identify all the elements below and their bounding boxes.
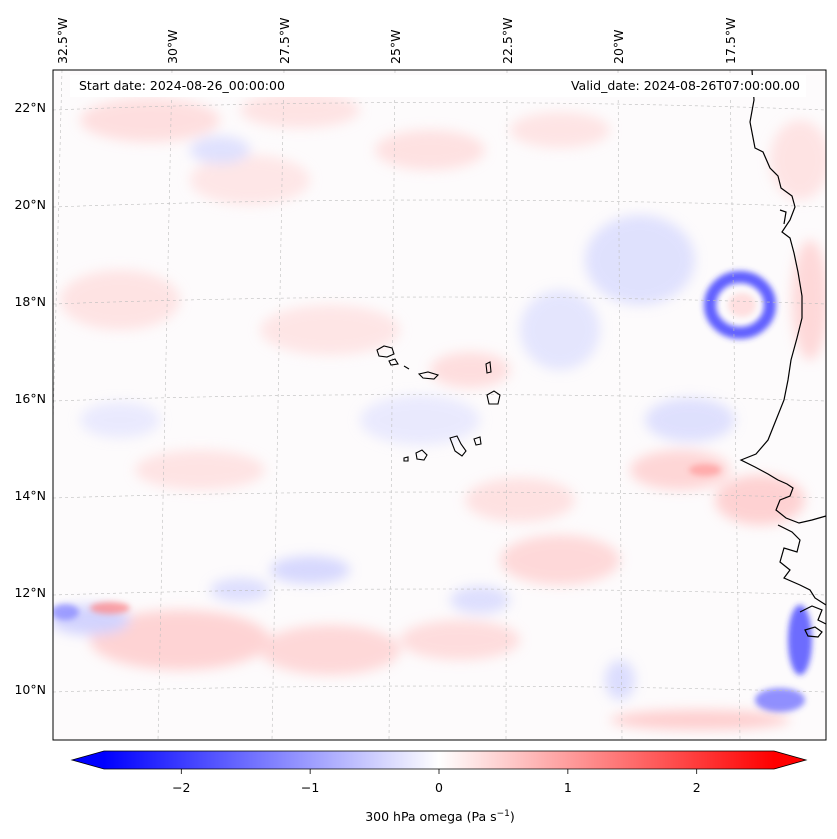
african-coastline xyxy=(739,69,827,638)
colorbar-extend-low xyxy=(72,751,104,769)
lat-tick-label: 22°N xyxy=(14,100,46,115)
colorbar-tick-label: −1 xyxy=(301,780,319,795)
lon-tick-labels: 32.5°W 30°W 27.5°W 25°W 22.5°W 20°W 17.5… xyxy=(55,18,738,64)
colorbar: −2 −1 0 1 2 300 hPa omega (Pa s−1) xyxy=(70,750,808,824)
lat-tick-label: 20°N xyxy=(14,197,46,212)
colorbar-tick-label: 1 xyxy=(564,780,572,795)
map-frame xyxy=(52,69,827,741)
colorbar-extend-high xyxy=(774,751,806,769)
lat-tick-label: 12°N xyxy=(14,585,46,600)
colorbar-tick-label: −2 xyxy=(172,780,190,795)
lat-tick-label: 16°N xyxy=(14,391,46,406)
colorbar-label: 300 hPa omega (Pa s−1) xyxy=(365,809,515,824)
gridlines xyxy=(53,70,826,740)
colorbar-outline xyxy=(70,750,808,770)
start-date-label: Start date: 2024-08-26_00:00:00 xyxy=(79,78,285,93)
colorbar-tick-label: 0 xyxy=(435,780,443,795)
cape-verde-islands xyxy=(376,345,501,462)
colorbar-tick-label: 2 xyxy=(693,780,701,795)
valid-date-label: Valid_date: 2024-08-26T07:00:00.00 xyxy=(571,78,800,93)
lat-tick-label: 14°N xyxy=(14,488,46,503)
lat-tick-label: 10°N xyxy=(14,682,46,697)
colorbar-gradient xyxy=(104,751,774,769)
lat-tick-label: 18°N xyxy=(14,294,46,309)
lon-tick-label: 25°W xyxy=(388,29,403,64)
lon-tick-label: 30°W xyxy=(165,29,180,64)
lon-tick-label: 20°W xyxy=(611,29,626,64)
lat-tick-labels: 22°N 20°N 18°N 16°N 14°N 12°N 10°N xyxy=(14,100,46,697)
lon-tick-label: 17.5°W xyxy=(723,18,738,64)
lon-tick-label: 32.5°W xyxy=(55,18,70,64)
lon-tick-label: 27.5°W xyxy=(277,18,292,64)
omega-field xyxy=(53,92,826,730)
header-strip xyxy=(70,75,806,97)
colorbar-ticks: −2 −1 0 1 2 xyxy=(172,769,701,795)
lon-tick-label: 22.5°W xyxy=(500,18,515,64)
